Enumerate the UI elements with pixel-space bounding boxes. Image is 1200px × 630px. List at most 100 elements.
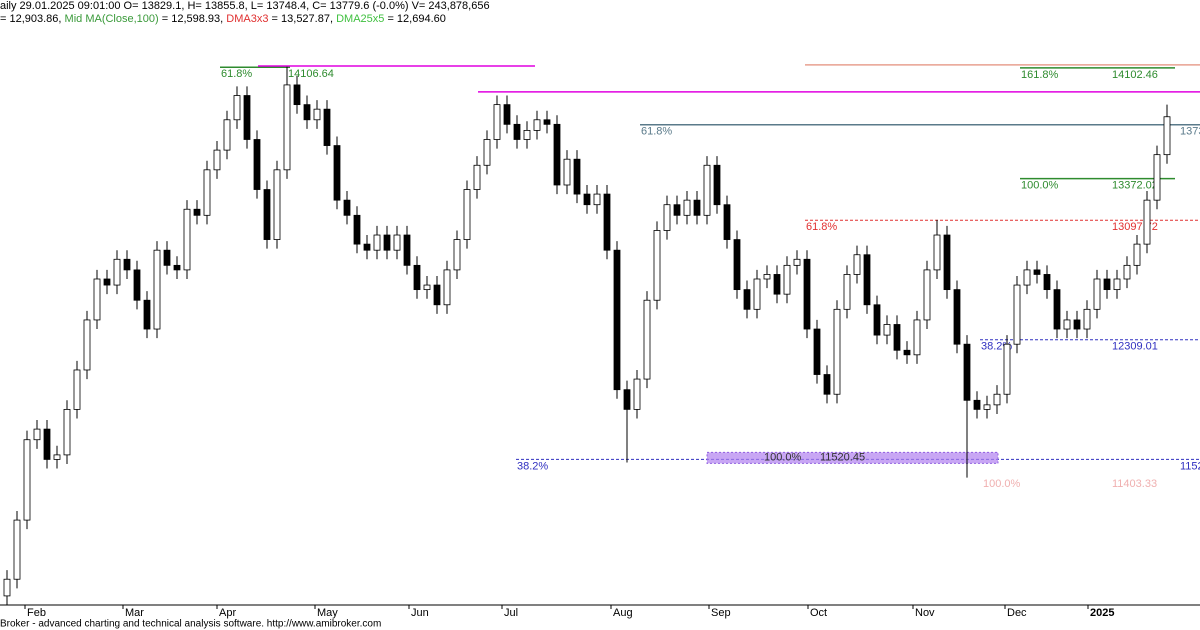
candle-body xyxy=(3,578,11,597)
level-price: 11403.33 xyxy=(1112,478,1157,490)
x-tick-label: Apr xyxy=(219,607,236,619)
candle-body xyxy=(183,208,191,271)
level-percent: 61.8% xyxy=(806,221,837,233)
candle-body xyxy=(383,234,391,251)
candle-body xyxy=(623,389,631,410)
indicator-value: = 12,903.86, xyxy=(0,13,61,25)
candle-body xyxy=(23,439,31,521)
candle-body xyxy=(633,378,641,410)
candle-body xyxy=(303,104,311,121)
indicator-value: = 13,527.87, xyxy=(272,13,333,25)
candle-body xyxy=(1003,343,1011,395)
candle-body xyxy=(883,324,891,336)
candle-body xyxy=(783,264,791,295)
x-tick-label: Aug xyxy=(613,607,633,619)
candle-body xyxy=(343,199,351,216)
candle-body xyxy=(513,123,521,140)
candle-body xyxy=(253,139,261,190)
candle-body xyxy=(533,119,541,131)
candle-body xyxy=(653,230,661,301)
candle-body xyxy=(983,404,991,410)
candle-body xyxy=(43,428,51,460)
candle-body xyxy=(353,214,361,245)
candle-body xyxy=(93,278,101,321)
candle-body xyxy=(373,234,381,251)
candle-body xyxy=(643,299,651,380)
candle-body xyxy=(1063,319,1071,330)
candle-body xyxy=(1123,264,1131,280)
candle-body xyxy=(693,199,701,216)
header-indicators: = 12,903.86, Mid MA(Close,100) = 12,598.… xyxy=(0,13,446,25)
x-tick-label: Jun xyxy=(411,607,429,619)
candle-body xyxy=(743,289,751,310)
x-tick-label: 2025 xyxy=(1090,607,1114,619)
candle-body xyxy=(143,299,151,330)
candle-body xyxy=(1073,319,1081,330)
candle-body xyxy=(213,149,221,171)
candle-body xyxy=(53,454,61,460)
level-percent: 100.0% xyxy=(1021,180,1059,192)
candle-body xyxy=(1133,243,1141,266)
candle-body xyxy=(313,108,321,121)
level-percent: 38.2% xyxy=(517,460,548,472)
level-band xyxy=(706,451,999,464)
candle-body xyxy=(683,199,691,216)
candle-body xyxy=(843,274,851,310)
indicator-name: Mid MA(Close,100) xyxy=(65,13,159,25)
level-price: 12309.01 xyxy=(1112,341,1158,353)
candle-body xyxy=(593,193,601,206)
candle-body xyxy=(1053,289,1061,330)
indicator-name: DMA3x3 xyxy=(226,13,268,25)
candle-body xyxy=(603,193,611,251)
candle-body xyxy=(453,239,461,271)
candle-body xyxy=(403,234,411,266)
candle-body xyxy=(243,95,251,140)
candle-body xyxy=(823,374,831,395)
level-percent: 61.8% xyxy=(221,68,252,80)
level-percent: 100.0% xyxy=(764,451,802,463)
candle-body xyxy=(263,189,271,240)
candle-body xyxy=(443,269,451,306)
candle-body xyxy=(433,284,441,306)
edge-label: 1152 xyxy=(1180,460,1200,472)
indicator-name: DMA25x5 xyxy=(336,13,384,25)
candle-body xyxy=(893,324,901,351)
x-tick-label: Sep xyxy=(711,607,731,619)
candle-body xyxy=(483,139,491,166)
level-percent: 161.8% xyxy=(1021,69,1059,81)
candle-body xyxy=(1043,274,1051,291)
candle-body xyxy=(73,369,81,410)
candle-body xyxy=(733,239,741,291)
indicator-value: = 12,694.60 xyxy=(387,13,445,25)
candle-body xyxy=(13,519,21,580)
candle-body xyxy=(973,399,981,410)
candle-body xyxy=(543,119,551,125)
candle-body xyxy=(923,269,931,321)
candle-body xyxy=(1093,278,1101,310)
candle-body xyxy=(113,258,121,286)
level-price: 11520.45 xyxy=(820,451,865,463)
candle-body xyxy=(223,119,231,151)
candle-body xyxy=(393,234,401,251)
candle-body xyxy=(83,319,91,371)
candle-body xyxy=(873,304,881,336)
level-price: 13097.72 xyxy=(1112,221,1158,233)
x-tick-label: Oct xyxy=(810,607,827,619)
candle-body xyxy=(233,95,241,121)
candle-body xyxy=(323,108,331,146)
candle-body xyxy=(503,104,511,125)
candle-body xyxy=(123,258,131,271)
candle-body xyxy=(153,249,161,330)
candle-body xyxy=(763,274,771,280)
candle-body xyxy=(173,264,181,271)
candle-body xyxy=(583,193,591,206)
candle-body xyxy=(673,204,681,216)
level-percent: 100.0% xyxy=(983,478,1021,490)
candle-body xyxy=(423,284,431,291)
candle-body xyxy=(333,145,341,201)
candle-body xyxy=(463,189,471,240)
candle-body xyxy=(953,289,961,345)
level-price: 13372.02 xyxy=(1112,180,1158,192)
